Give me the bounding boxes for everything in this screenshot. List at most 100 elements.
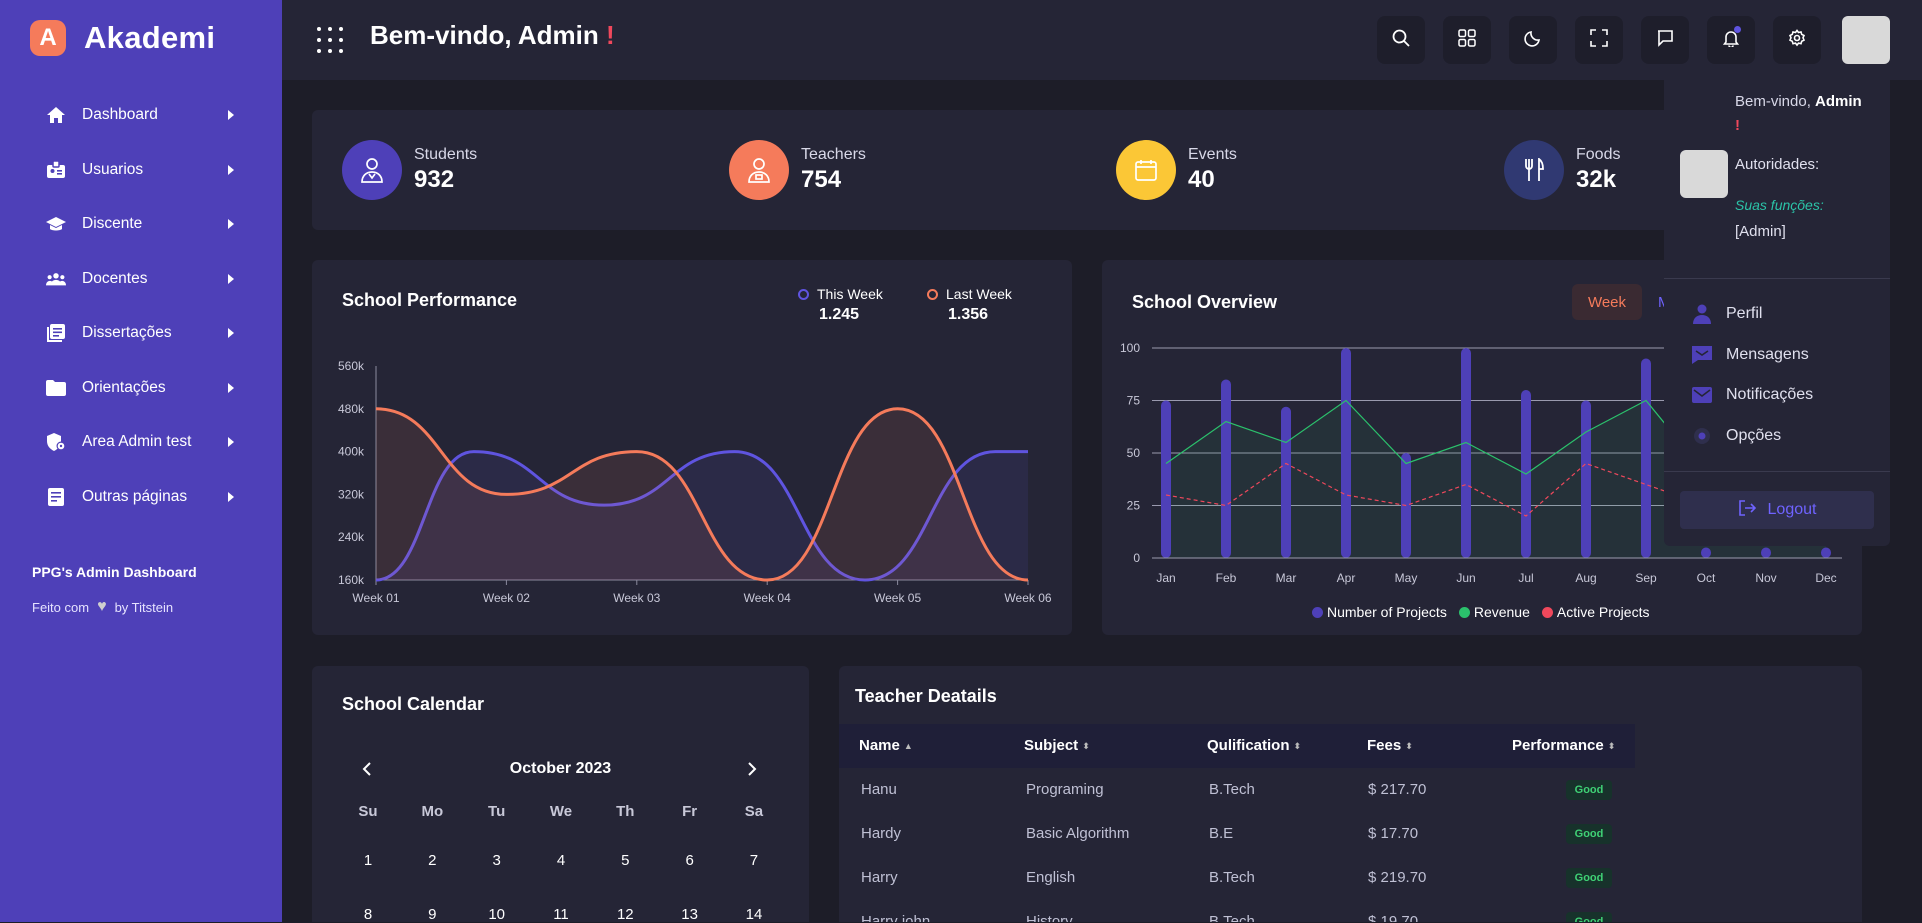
menu-toggle-icon[interactable]	[316, 26, 344, 54]
sidebar-item-orientacoes[interactable]: Orientações	[0, 361, 282, 416]
legend-active-projects[interactable]: Active Projects	[1541, 604, 1649, 620]
calendar-day[interactable]: 14	[745, 906, 763, 923]
status-badge: Good	[1566, 868, 1612, 888]
table-row[interactable]: Harry English B.Tech $ 219.70 Good	[839, 856, 1635, 900]
caret-right-icon	[228, 328, 234, 339]
stat-teachers: Teachers 754	[729, 140, 866, 200]
chat-button[interactable]	[1641, 16, 1689, 64]
table-row[interactable]: Harry john History B.Tech $ 19.70 Good	[839, 900, 1635, 922]
legend-label: Last Week	[946, 286, 1012, 302]
menu-item-perfil[interactable]: Perfil	[1692, 304, 1762, 324]
documents-icon	[46, 323, 66, 343]
legend-revenue[interactable]: Revenue	[1458, 604, 1530, 620]
column-qualification[interactable]: Qulification ⬍	[1207, 737, 1302, 754]
weekday: Th	[616, 803, 635, 820]
theme-toggle-button[interactable]	[1509, 16, 1557, 64]
sidebar-item-dissertacoes[interactable]: Dissertações	[0, 306, 282, 361]
table-header: Name ▲ Subject ⬍ Qulification ⬍ Fees ⬍ Perfo…	[839, 724, 1635, 768]
caret-right-icon	[228, 110, 234, 121]
calendar-day[interactable]: 9	[428, 906, 437, 923]
legend-last-week[interactable]: Last Week 1.356	[927, 286, 1012, 324]
sidebar-item-usuarios[interactable]: Usuarios	[0, 143, 282, 198]
legend-projects[interactable]: Number of Projects	[1312, 604, 1447, 620]
moon-icon	[1524, 29, 1542, 52]
user-avatar[interactable]	[1842, 16, 1890, 64]
calendar-day[interactable]: 2	[428, 852, 437, 869]
stats-card: Students 932 Teachers 754 Events 40 Food…	[312, 110, 1862, 230]
calendar-day[interactable]: 10	[488, 906, 505, 923]
settings-icon	[1692, 426, 1712, 446]
id-badge-icon	[46, 160, 66, 180]
notifications-button[interactable]	[1707, 16, 1755, 64]
calendar-week: 8 9 10 11 12 13 14	[336, 906, 786, 923]
calendar-day[interactable]: 6	[685, 852, 694, 869]
status-badge: Good	[1566, 780, 1612, 800]
x-tick-label: Jan	[1156, 571, 1175, 585]
stat-value: 40	[1188, 166, 1215, 193]
cell-subject: English	[1026, 869, 1076, 886]
page-title: Bem-vindo, Admin !	[370, 20, 615, 51]
fullscreen-icon	[1590, 28, 1608, 52]
apps-button[interactable]	[1443, 16, 1491, 64]
week-filter-button[interactable]: Week	[1572, 284, 1642, 320]
settings-button[interactable]	[1773, 16, 1821, 64]
sidebar-item-label: Area Admin test	[82, 433, 192, 451]
bar	[1701, 547, 1711, 558]
prev-month-button[interactable]	[352, 756, 382, 786]
calendar-day[interactable]: 3	[492, 852, 501, 869]
overview-legend: Number of Projects Revenue Active Projec…	[1312, 604, 1661, 620]
divider	[1664, 278, 1890, 279]
calendar-day[interactable]: 13	[681, 906, 698, 923]
stat-value: 932	[414, 166, 455, 193]
weekday: Fr	[682, 803, 698, 820]
brand-logo[interactable]: A Akademi	[30, 20, 215, 56]
caret-right-icon	[228, 491, 234, 502]
calendar-day[interactable]: 11	[553, 906, 569, 923]
fullscreen-button[interactable]	[1575, 16, 1623, 64]
calendar-day[interactable]: 7	[749, 852, 759, 869]
sidebar: A Akademi Dashboard Usuarios Discente Do…	[0, 0, 282, 922]
y-tick-label: 50	[1127, 446, 1141, 460]
calendar-day[interactable]: 12	[616, 906, 634, 923]
bar	[1641, 358, 1651, 558]
performance-chart: 160k 240k 320k 400k 480k 560k Week 01 Week 02 We…	[338, 359, 1052, 605]
column-subject[interactable]: Subject ⬍	[1024, 737, 1090, 754]
teacher-details-card: Teacher Deatails Name ▲ Subject ⬍ Qulifica…	[839, 666, 1862, 922]
calendar-day[interactable]: 8	[363, 906, 373, 923]
search-button[interactable]	[1377, 16, 1425, 64]
cell-fees: $ 217.70	[1368, 781, 1427, 798]
table-row[interactable]: Hanu Programing B.Tech $ 217.70 Good	[839, 768, 1635, 812]
overview-title: School Overview	[1132, 292, 1278, 312]
sort-icon: ⬍	[1082, 741, 1090, 751]
x-tick-label: Oct	[1697, 571, 1716, 585]
menu-item-mensagens[interactable]: Mensagens	[1692, 345, 1809, 365]
cell-name: Hanu	[861, 781, 897, 798]
sidebar-item-docentes[interactable]: Docentes	[0, 252, 282, 307]
calendar-week: 1 2 3 4 5 6 7	[336, 852, 786, 869]
performance-title: School Performance	[342, 290, 518, 310]
legend-value: 1.245	[819, 306, 860, 323]
logout-button[interactable]: Logout	[1680, 491, 1874, 529]
sidebar-item-area-admin[interactable]: Area Admin test	[0, 415, 282, 470]
calendar-day[interactable]: 5	[621, 852, 630, 869]
next-month-button[interactable]	[737, 756, 767, 786]
calendar-day[interactable]: 1	[363, 852, 373, 869]
heart-icon: ♥	[97, 598, 107, 615]
table-row[interactable]: Hardy Basic Algorithm B.E $ 17.70 Good	[839, 812, 1635, 856]
notification-dot	[1734, 26, 1741, 33]
sidebar-item-discente[interactable]: Discente	[0, 197, 282, 252]
student-icon	[342, 140, 402, 200]
y-tick-label: 400k	[338, 445, 365, 459]
bar	[1761, 547, 1771, 558]
menu-item-opcoes[interactable]: Opções	[1692, 426, 1781, 446]
calendar-day[interactable]: 4	[556, 852, 566, 869]
column-name[interactable]: Name ▲	[859, 737, 913, 754]
sidebar-item-outras-paginas[interactable]: Outras páginas	[0, 470, 282, 525]
role-value: [Admin]	[1735, 223, 1786, 240]
menu-item-notificacoes[interactable]: Notificações	[1692, 385, 1813, 405]
column-performance[interactable]: Performance ⬍	[1512, 737, 1616, 754]
legend-this-week[interactable]: This Week 1.245	[798, 286, 883, 324]
sidebar-item-label: Orientações	[82, 378, 166, 396]
column-fees[interactable]: Fees ⬍	[1367, 737, 1413, 754]
sidebar-item-dashboard[interactable]: Dashboard	[0, 88, 282, 143]
